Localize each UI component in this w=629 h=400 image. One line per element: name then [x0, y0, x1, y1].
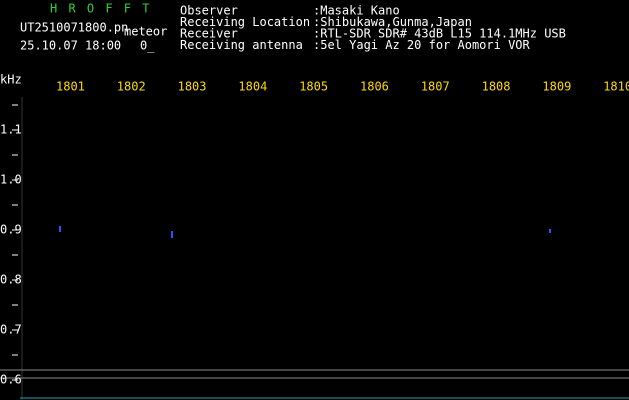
info-label: Receiver: [180, 27, 238, 41]
freq-tick-label: 1.0: [0, 173, 22, 187]
info-value: :RTL-SDR SDR# 43dB L15 114.1MHz USB: [313, 27, 566, 41]
info-value: :Masaki Kano: [313, 4, 400, 18]
time-tick-label: 1801: [56, 80, 85, 94]
datetime: 25.10.07 18:00: [20, 39, 121, 53]
time-tick-label: 1810: [603, 80, 629, 94]
time-tick-label: 1805: [299, 80, 328, 94]
echo: [549, 229, 551, 233]
info-value: :Shibukawa,Gunma,Japan: [313, 15, 472, 29]
file-name: UT2510071800.pn: [20, 21, 128, 35]
count: 0_: [140, 39, 155, 53]
info-label: Observer: [180, 4, 238, 18]
echo: [171, 231, 173, 238]
echo: [59, 226, 61, 232]
freq-tick-label: 0.7: [0, 323, 22, 337]
time-tick-label: 1802: [117, 80, 146, 94]
time-tick-label: 1807: [421, 80, 450, 94]
freq-tick-label: 0.8: [0, 273, 22, 287]
freq-tick-label: 0.6: [0, 373, 22, 387]
axis-unit: kHz: [0, 73, 22, 87]
time-tick-label: 1808: [482, 80, 511, 94]
time-tick-label: 1806: [360, 80, 389, 94]
info-label: Receiving Location: [180, 15, 310, 29]
app-name: H R O F F T: [50, 2, 151, 16]
mode: meteor: [124, 25, 167, 39]
freq-tick-label: 0.9: [0, 223, 22, 237]
freq-tick-label: 1.1: [0, 123, 22, 137]
time-tick-label: 1803: [178, 80, 207, 94]
info-label: Receiving antenna: [180, 38, 303, 52]
time-tick-label: 1809: [542, 80, 571, 94]
info-value: :5el Yagi Az 20 for Aomori VOR: [313, 38, 531, 52]
time-tick-label: 1804: [238, 80, 267, 94]
